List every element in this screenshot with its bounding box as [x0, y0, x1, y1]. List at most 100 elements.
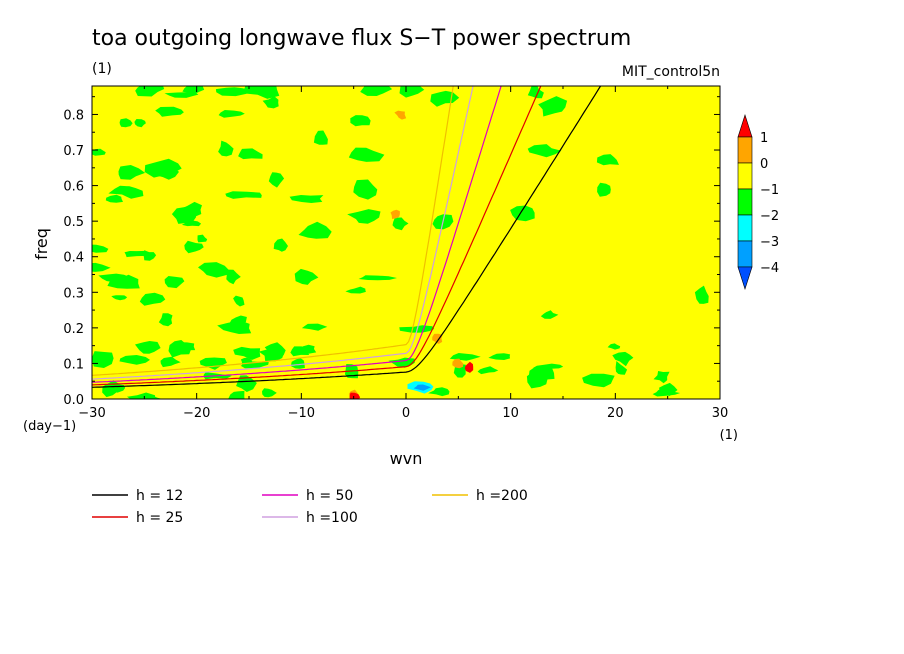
x-tick-label: −10	[288, 406, 315, 421]
contour-blob	[301, 323, 328, 331]
contour-blob	[155, 163, 179, 180]
contour-blob	[290, 357, 305, 369]
contour-blob	[217, 320, 252, 334]
contour-blob	[226, 269, 241, 285]
contour-blob	[242, 86, 280, 99]
contour-blob	[273, 238, 288, 252]
contour-blob	[477, 366, 499, 375]
y-tick-label: 0.8	[63, 108, 84, 123]
contour-blob	[298, 221, 332, 239]
y-units-label: (day−1)	[23, 419, 76, 434]
contour-blob	[582, 373, 615, 388]
colorbar-bottom-arrow	[737, 266, 753, 290]
contour-blob	[289, 195, 324, 203]
contour-blob	[596, 154, 619, 166]
x-axis: −30 −20 −10 0 10 20 30	[78, 86, 728, 421]
contour-blob	[184, 240, 204, 254]
legend-label: h = 12	[136, 488, 183, 504]
contour-blob	[345, 286, 366, 294]
contour-blob	[510, 205, 535, 222]
contour-blob	[358, 275, 397, 281]
x-tick-label: 30	[712, 406, 729, 421]
contour-blob	[160, 356, 181, 368]
colorbar-top-arrow	[737, 114, 753, 138]
x-tick-label: 20	[607, 406, 624, 421]
contour-blob	[119, 118, 133, 128]
contour-blob	[98, 273, 130, 283]
colorbar-segment	[737, 240, 753, 268]
colorbar-segment	[737, 162, 753, 190]
contour-blob	[538, 96, 568, 117]
y-axis: 0.0 0.1 0.2 0.3 0.4 0.5 0.6 0.7 0.8	[63, 96, 720, 408]
colorbar-label: −1	[760, 183, 779, 198]
contour-blob	[313, 130, 328, 145]
series-line	[92, 86, 542, 386]
contour-blob	[297, 344, 317, 354]
contour-blob	[527, 144, 562, 158]
contour-blob	[612, 351, 634, 367]
contour-blob	[350, 115, 371, 127]
contour-blob	[428, 387, 450, 397]
contour-blob	[464, 361, 474, 373]
contour-blob	[413, 384, 431, 391]
contour-blob	[92, 244, 109, 253]
y-tick-label: 0.1	[63, 357, 84, 372]
colorbar-segment	[737, 188, 753, 216]
contour-blob	[262, 388, 277, 398]
contour-blob	[233, 295, 245, 307]
contour-blob	[119, 355, 150, 365]
contour-blob	[182, 86, 205, 95]
y-tick-label: 0.7	[63, 144, 84, 159]
contour-blob	[127, 392, 156, 399]
dispersion-curves	[92, 86, 602, 388]
contour-blob	[527, 86, 544, 99]
series-line	[92, 86, 474, 380]
contour-blob	[135, 341, 161, 354]
contour-blob	[488, 353, 511, 360]
y-tick-label: 0.0	[63, 393, 84, 408]
legend-label: h = 25	[136, 510, 183, 526]
contour-blob	[164, 276, 185, 289]
contour-blob	[597, 182, 611, 197]
x-units-label: (1)	[720, 428, 738, 443]
contour-blob	[262, 96, 279, 109]
colorbar-label: 1	[760, 131, 768, 146]
contour-blob	[452, 358, 464, 369]
contour-blob	[615, 361, 628, 375]
contour-blob	[694, 285, 709, 304]
contour-blob	[392, 217, 409, 231]
contour-blob	[540, 310, 559, 319]
series-line	[92, 86, 602, 388]
contour-blob	[158, 313, 173, 327]
contour-blob	[218, 110, 245, 118]
y-tick-label: 0.2	[63, 322, 84, 337]
chart-title: toa outgoing longwave flux S−T power spe…	[92, 26, 631, 51]
contour-blob	[228, 390, 245, 399]
legend-label: h =100	[306, 510, 358, 526]
contour-blob	[142, 250, 157, 261]
contour-blob	[353, 179, 378, 200]
colorbar-label: −2	[760, 209, 779, 224]
contour-blob	[111, 295, 128, 301]
contour-blob	[390, 209, 400, 219]
contour-blob	[134, 119, 146, 128]
contour-blob	[659, 382, 678, 396]
contour-blob	[238, 148, 263, 160]
x-tick-label: −20	[183, 406, 210, 421]
x-tick-label: 0	[402, 406, 410, 421]
contour-blob	[168, 340, 192, 358]
series-line	[92, 86, 454, 376]
x-tick-label: −30	[78, 406, 105, 421]
colorbar-segment	[737, 214, 753, 242]
contour-blob	[135, 86, 165, 97]
contour-blob	[653, 371, 670, 384]
y-tick-label: 0.4	[63, 251, 84, 266]
colorbar: 1 0 −1 −2 −3 −4	[737, 114, 779, 290]
colorbar-label: −3	[760, 235, 779, 250]
colorbar-label: 0	[760, 157, 768, 172]
contour-blob	[607, 343, 621, 350]
contour-blob	[139, 292, 166, 306]
contour-blob	[103, 383, 126, 393]
contour-blob	[164, 92, 199, 98]
